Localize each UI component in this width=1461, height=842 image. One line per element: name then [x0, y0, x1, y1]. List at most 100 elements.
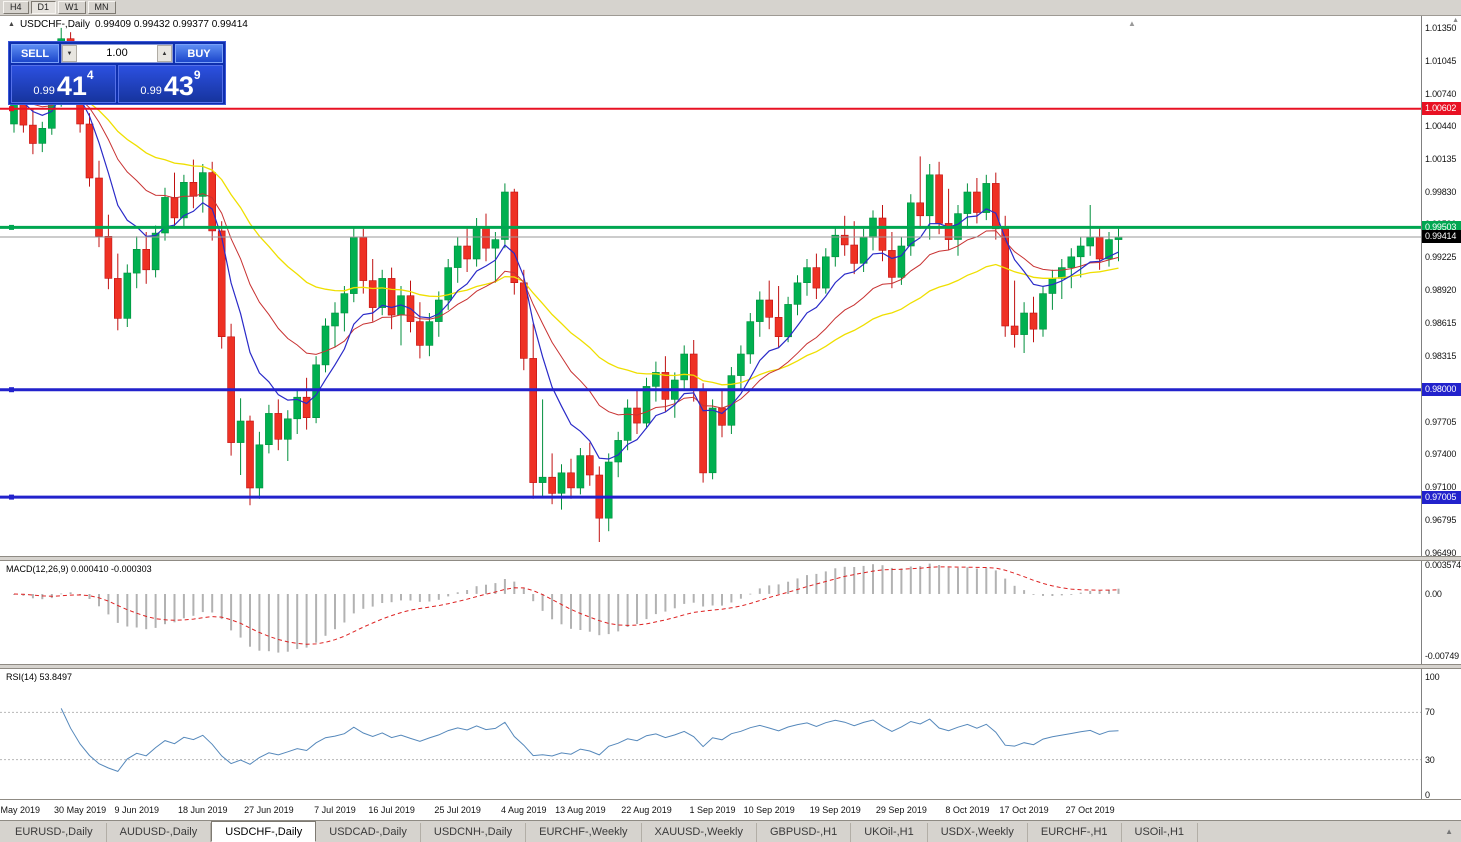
date-axis-label: 4 Aug 2019 — [500, 805, 547, 815]
chart-symbol-period: USDCHF-,Daily — [19, 19, 90, 30]
ma-line-8 — [13, 90, 1119, 460]
timeframe-button-w1[interactable]: W1 — [58, 1, 86, 14]
macd-axis-label: 0.00 — [1425, 588, 1442, 599]
date-axis-label: 27 Oct 2019 — [1065, 805, 1115, 815]
rsi-indicator-pane[interactable] — [0, 669, 1421, 799]
volume-value[interactable]: 1.00 — [106, 47, 128, 59]
buy-price-prefix: 0.99 — [140, 85, 162, 97]
date-axis-label: 18 Jun 2019 — [178, 805, 228, 815]
price-level-badge: 0.98000 — [1422, 383, 1461, 397]
volume-decrease-button[interactable]: ▼ — [62, 45, 77, 62]
tab-scroll-icon[interactable]: ▲ — [1445, 827, 1453, 836]
price-axis-label: 1.00440 — [1425, 121, 1457, 132]
rsi-axis-label: 70 — [1425, 707, 1435, 718]
main-price-chart[interactable] — [0, 16, 1421, 556]
chart-tab-usoil-h1[interactable]: USOil-,H1 — [1122, 823, 1199, 842]
buy-price-display[interactable]: 0.99 43 9 — [118, 65, 223, 103]
price-axis-label: 0.97400 — [1425, 449, 1457, 460]
price-axis-label: 1.01045 — [1425, 55, 1457, 66]
chart-ohlc-values: 0.99409 0.99432 0.99377 0.99414 — [94, 19, 248, 30]
pane-splitter-macd[interactable] — [0, 556, 1461, 561]
date-axis-label: 13 Aug 2019 — [555, 805, 606, 815]
date-axis-label: 27 Jun 2019 — [244, 805, 294, 815]
chart-tab-eurchf-h1[interactable]: EURCHF-,H1 — [1028, 823, 1122, 842]
volume-increase-button[interactable]: ▲ — [157, 45, 172, 62]
chart-tab-usdchf-daily[interactable]: USDCHF-,Daily — [211, 821, 317, 842]
timeframe-button-d1[interactable]: D1 — [30, 1, 57, 14]
price-axis-label: 1.01350 — [1425, 22, 1457, 33]
chart-tab-usdx-weekly[interactable]: USDX-,Weekly — [928, 823, 1028, 842]
chart-tab-eurchf-weekly[interactable]: EURCHF-,Weekly — [526, 823, 642, 842]
chart-tab-audusd-daily[interactable]: AUDUSD-,Daily — [107, 823, 212, 842]
date-axis[interactable]: 21 May 2019 30 May 2019 9 Jun 2019 18 Jun 2… — [0, 799, 1461, 820]
chart-tab-ukoil-h1[interactable]: UKOil-,H1 — [851, 823, 928, 842]
timeframe-button-mn[interactable]: MN — [87, 1, 116, 14]
macd-indicator-pane[interactable] — [0, 561, 1421, 664]
rsi-axis-label: 0 — [1425, 790, 1430, 800]
date-axis-label: 30 May 2019 — [54, 805, 107, 815]
sell-price-pipette: 4 — [86, 68, 94, 82]
timeframe-button-h4[interactable]: H4 — [3, 1, 29, 14]
chart-tab-bar: EURUSD-,Daily AUDUSD-,Daily USDCHF-,Daily U… — [0, 820, 1461, 842]
ma-line-17 — [13, 95, 1119, 416]
pane-splitter-rsi[interactable] — [0, 664, 1461, 669]
timeframe-toolbar: H4 D1 W1 MN — [0, 0, 1461, 16]
price-axis[interactable]: ▲ 1.01350 1.01045 1.00740 1.00440 1.00135 0.9… — [1421, 16, 1461, 800]
price-level-badge: 0.97005 — [1422, 490, 1461, 504]
macd-signal-line — [13, 566, 1119, 645]
price-level-badge: 1.00602 — [1422, 102, 1461, 116]
chart-tab-gbpusd-h1[interactable]: GBPUSD-,H1 — [757, 823, 852, 842]
date-axis-label: 9 Jun 2019 — [114, 805, 159, 815]
price-axis-label: 0.97705 — [1425, 416, 1457, 427]
chart-tab-xauusd-weekly[interactable]: XAUUSD-,Weekly — [642, 823, 757, 842]
buy-price-big-digits: 43 — [163, 71, 194, 101]
date-axis-label: 17 Oct 2019 — [999, 805, 1049, 815]
price-axis-label: 1.00135 — [1425, 154, 1457, 165]
price-axis-label: 0.98615 — [1425, 318, 1457, 329]
rsi-axis-label: 30 — [1425, 754, 1435, 765]
price-axis-label: 0.99830 — [1425, 187, 1457, 198]
candles — [10, 27, 1123, 542]
price-axis-label: 1.00740 — [1425, 88, 1457, 99]
date-axis-label: 25 Jul 2019 — [434, 805, 481, 815]
price-level-badge: 0.99414 — [1422, 230, 1461, 244]
level-line-handle[interactable] — [9, 224, 14, 230]
level-line-handle[interactable] — [9, 387, 14, 393]
level-line-handle[interactable] — [9, 106, 14, 112]
date-axis-label: 10 Sep 2019 — [743, 805, 795, 815]
chart-window[interactable]: ▲ USDCHF-,Daily 0.99409 0.99432 0.99377 … — [0, 16, 1461, 820]
axis-scroll-up-icon[interactable]: ▲ — [1452, 17, 1459, 24]
price-axis-label: 0.96795 — [1425, 514, 1457, 525]
chart-tab-eurusd-daily[interactable]: EURUSD-,Daily — [2, 823, 107, 842]
one-click-trading-panel: SELL ▼ 1.00 ▲ BUY 0.99 41 4 0.99 43 9 — [8, 41, 226, 105]
price-axis-label: 0.97100 — [1425, 481, 1457, 492]
macd-histogram — [13, 563, 1120, 653]
level-line-handle[interactable] — [9, 494, 14, 500]
date-axis-label: 22 Aug 2019 — [621, 805, 672, 815]
sell-button[interactable]: SELL — [11, 44, 59, 63]
date-axis-label: 1 Sep 2019 — [689, 805, 736, 815]
chart-tab-usdcnh-daily[interactable]: USDCNH-,Daily — [421, 823, 527, 842]
price-axis-label: 0.98920 — [1425, 285, 1457, 296]
chart-shift-marker-icon: ▲ — [1128, 19, 1136, 28]
volume-stepper[interactable]: ▼ 1.00 ▲ — [61, 44, 173, 63]
macd-indicator-label: MACD(12,26,9) 0.000410 -0.000303 — [6, 564, 152, 574]
price-axis-label: 0.96490 — [1425, 547, 1457, 558]
chart-tab-usdcad-daily[interactable]: USDCAD-,Daily — [316, 823, 421, 842]
sell-price-prefix: 0.99 — [33, 85, 55, 97]
rsi-indicator-label: RSI(14) 53.8497 — [6, 672, 73, 682]
macd-axis-label: 0.003574 — [1425, 559, 1461, 570]
buy-button[interactable]: BUY — [175, 44, 223, 63]
sell-price-display[interactable]: 0.99 41 4 — [11, 65, 116, 103]
macd-axis-label: -0.00749 — [1425, 650, 1459, 661]
date-axis-label: 19 Sep 2019 — [809, 805, 861, 815]
date-axis-label: 7 Jul 2019 — [314, 805, 356, 815]
date-axis-label: 8 Oct 2019 — [945, 805, 990, 815]
buy-price-pipette: 9 — [193, 68, 201, 82]
sell-price-big-digits: 41 — [56, 71, 87, 101]
price-axis-label: 0.99225 — [1425, 252, 1457, 263]
chart-title-marker-icon: ▲ — [8, 21, 15, 28]
date-axis-label: 21 May 2019 — [0, 805, 41, 815]
price-axis-label: 0.98315 — [1425, 350, 1457, 361]
date-axis-label: 16 Jul 2019 — [368, 805, 415, 815]
